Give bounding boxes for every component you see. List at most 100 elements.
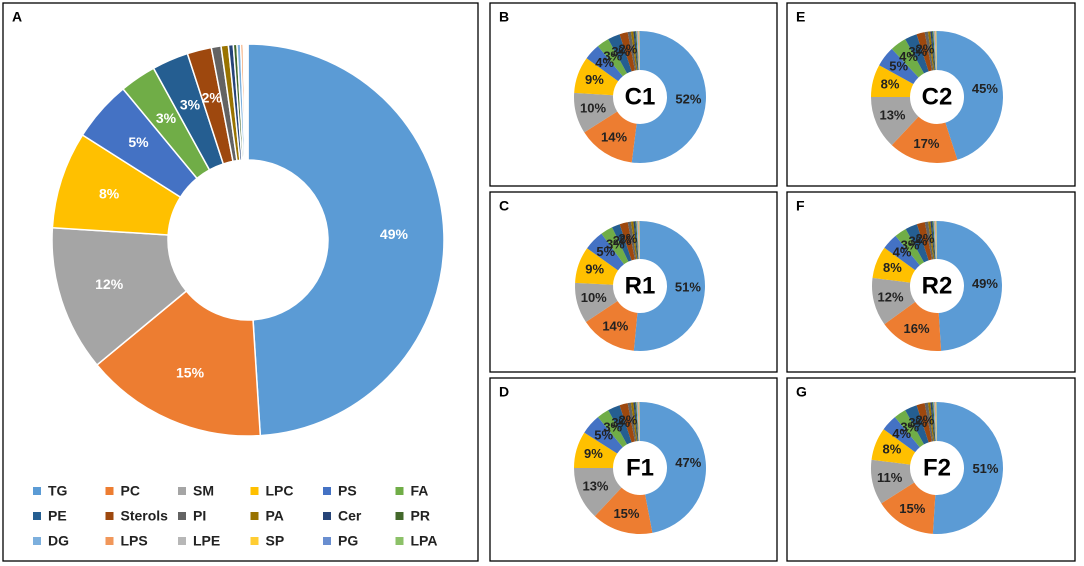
slice — [638, 31, 640, 71]
slice — [575, 248, 619, 285]
value-label: 9% — [584, 446, 603, 461]
slice — [916, 222, 932, 261]
slice — [934, 221, 937, 260]
value-label: 2% — [916, 231, 935, 246]
slice — [639, 402, 640, 442]
slice — [936, 221, 937, 260]
value-label: 45% — [972, 81, 998, 96]
slice — [619, 403, 635, 443]
value-label: 3% — [908, 44, 927, 59]
panel-letter: F — [796, 198, 805, 214]
value-label: 8% — [99, 186, 120, 202]
value-label: 2% — [202, 89, 223, 105]
value-label: 3% — [611, 415, 630, 430]
slice — [635, 221, 639, 260]
legend-label: Cer — [338, 508, 362, 524]
slice — [627, 31, 637, 71]
legend-label: DG — [48, 533, 69, 549]
panel-letter: B — [499, 9, 509, 25]
value-label: 52% — [675, 91, 701, 106]
slice — [637, 31, 640, 71]
value-label: 4% — [892, 426, 911, 441]
slice — [608, 405, 632, 445]
value-label: 3% — [900, 419, 919, 434]
slice — [633, 221, 705, 352]
slice — [895, 229, 924, 266]
legend-label: SP — [266, 533, 285, 549]
legend-label: PR — [411, 508, 430, 524]
value-label: 47% — [675, 455, 701, 470]
value-label: 10% — [580, 100, 606, 115]
value-label: 3% — [603, 48, 622, 63]
value-label: 15% — [176, 365, 205, 381]
slice — [936, 402, 937, 442]
legend-label: PC — [121, 483, 140, 499]
legend-swatch — [395, 512, 404, 520]
slice — [574, 92, 618, 133]
slice — [586, 46, 623, 82]
slice — [636, 402, 639, 442]
legend-swatch — [395, 487, 404, 495]
value-label: 13% — [879, 108, 905, 123]
legend-swatch — [33, 512, 41, 520]
legend-swatch — [178, 512, 186, 520]
legend-swatch — [323, 512, 331, 520]
slice — [638, 221, 640, 260]
slice — [884, 301, 942, 351]
slice — [883, 417, 920, 453]
value-label: 11% — [877, 470, 903, 485]
slice — [635, 31, 639, 71]
slice — [937, 31, 1004, 160]
value-label: 2% — [916, 41, 935, 56]
panel-frame — [489, 2, 778, 187]
panel-frame — [786, 377, 1076, 562]
slice — [627, 221, 637, 260]
slice — [630, 31, 638, 71]
slice — [891, 39, 924, 78]
slice — [935, 221, 937, 260]
slice — [587, 233, 624, 271]
panel-letter: A — [12, 9, 22, 25]
panel-frame — [786, 2, 1076, 187]
value-label: 17% — [913, 136, 939, 151]
value-label: 3% — [603, 419, 622, 434]
slice — [584, 111, 637, 163]
slice — [638, 31, 640, 71]
slice — [640, 402, 706, 533]
value-label: 51% — [972, 461, 998, 476]
slice — [924, 221, 934, 260]
panel-frame — [786, 191, 1076, 373]
value-label: 2% — [613, 233, 632, 248]
legend-swatch — [323, 537, 331, 545]
slice — [933, 221, 936, 260]
legend-label: LPA — [411, 533, 438, 549]
slice — [879, 48, 919, 84]
slice — [935, 31, 937, 71]
value-label: 8% — [881, 76, 900, 91]
slice — [933, 31, 936, 71]
panel-letter: G — [796, 384, 807, 400]
slice — [916, 403, 932, 443]
slice — [639, 221, 640, 260]
value-label: 3% — [156, 110, 177, 126]
legend-label: PG — [338, 533, 358, 549]
legend-swatch — [178, 487, 186, 495]
slice — [871, 429, 916, 465]
slice — [930, 402, 935, 442]
value-label: 3% — [901, 238, 920, 253]
slice — [575, 282, 618, 323]
center-label: C1 — [625, 83, 656, 110]
slice — [932, 31, 936, 71]
slice — [935, 221, 937, 260]
value-label: 2% — [916, 412, 935, 427]
slice — [247, 43, 445, 437]
value-label: 2% — [619, 412, 638, 427]
value-label: 13% — [582, 479, 608, 494]
legend-swatch — [33, 537, 41, 545]
slice — [932, 402, 936, 442]
slice — [584, 417, 623, 454]
center-label: F1 — [626, 454, 654, 481]
slice — [638, 402, 640, 442]
slice — [637, 402, 640, 442]
